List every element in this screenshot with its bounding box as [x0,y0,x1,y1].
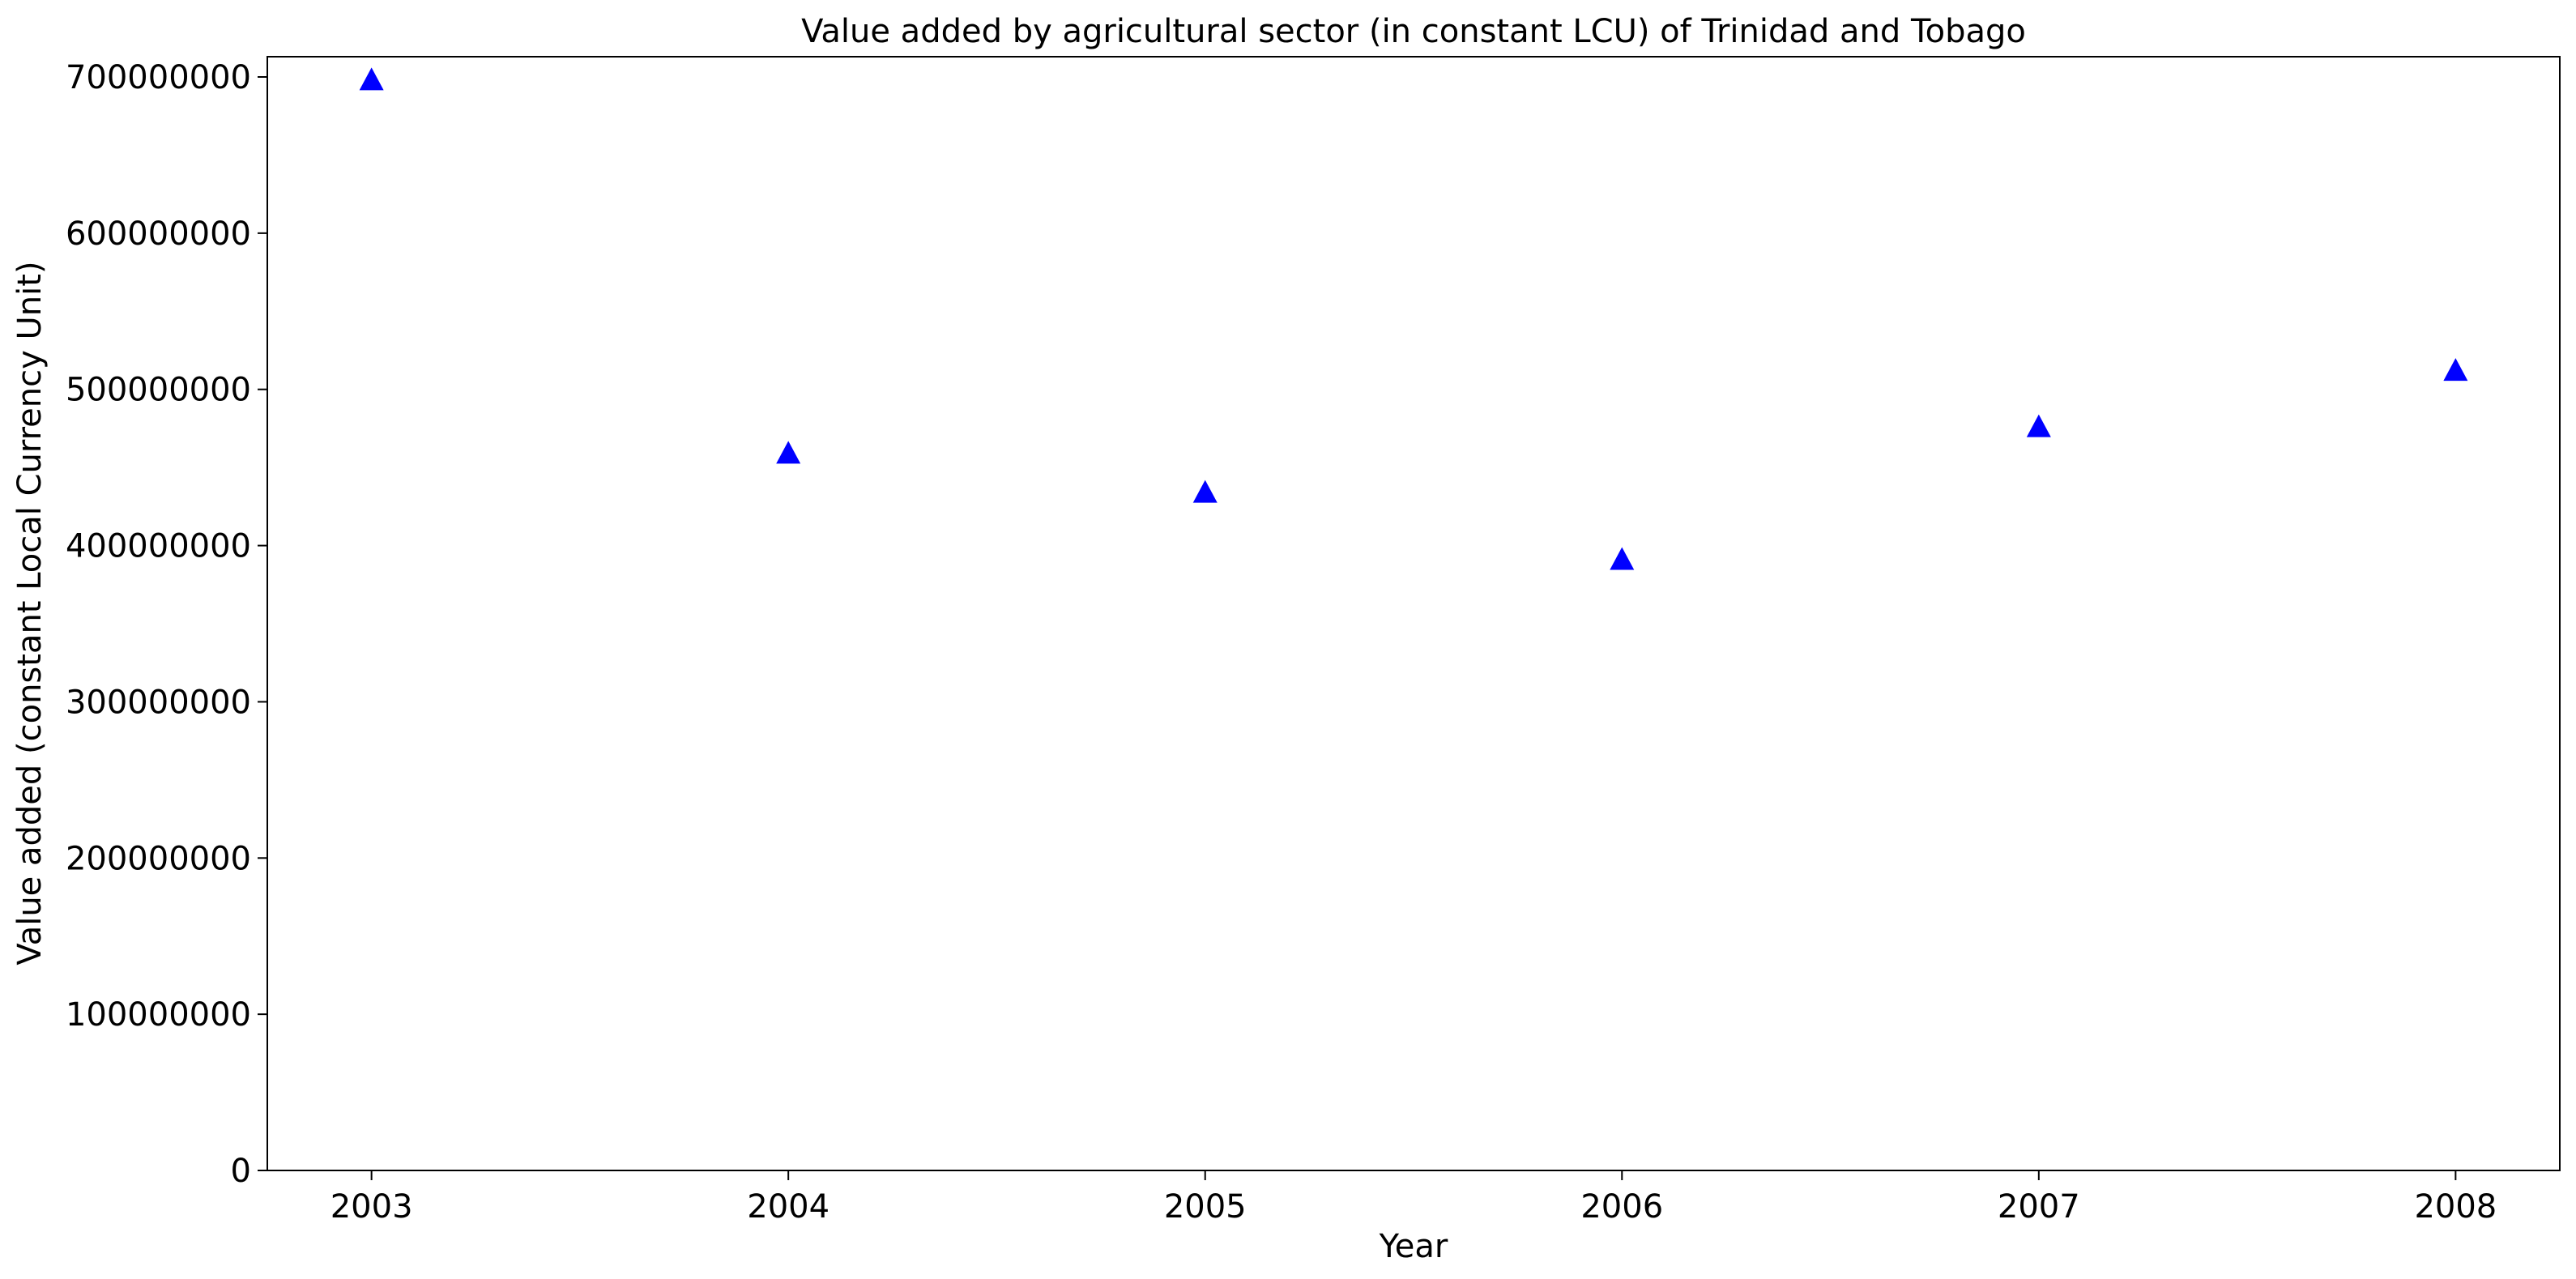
chart-title: Value added by agricultural sector (in c… [801,13,2026,50]
data-series [359,67,2468,570]
y-axis: 0 100000000 200000000 300000000 400000000 500… [66,59,267,1190]
data-point [2026,414,2051,437]
plot-area: 0 100000000 200000000 300000000 400000000 500… [66,56,2561,1226]
data-point [1192,480,1218,503]
data-point [359,67,384,91]
x-axis: 2003 2004 2005 2006 2007 2008 [331,1170,2497,1226]
x-axis-label: Year [1379,1228,1448,1265]
y-tick-label: 700000000 [66,59,251,96]
y-tick-label: 0 [231,1153,251,1190]
y-tick-label: 300000000 [66,684,251,721]
plot-frame [267,56,2561,1171]
y-tick-label: 500000000 [66,372,251,409]
y-tick-label: 100000000 [66,996,251,1034]
x-tick-label: 2007 [1998,1188,2080,1226]
data-point [2443,358,2468,382]
x-tick-label: 2005 [1164,1188,1247,1226]
y-axis-label: Value added (constant Local Currency Uni… [11,261,49,965]
data-point [776,441,801,464]
x-tick-label: 2004 [747,1188,830,1226]
x-tick-label: 2008 [2414,1188,2497,1226]
y-tick-label: 400000000 [66,528,251,565]
data-point [1610,547,1635,570]
x-tick-label: 2003 [331,1188,413,1226]
y-tick-label: 600000000 [66,215,251,253]
x-tick-label: 2006 [1580,1188,1663,1226]
y-tick-label: 200000000 [66,840,251,877]
